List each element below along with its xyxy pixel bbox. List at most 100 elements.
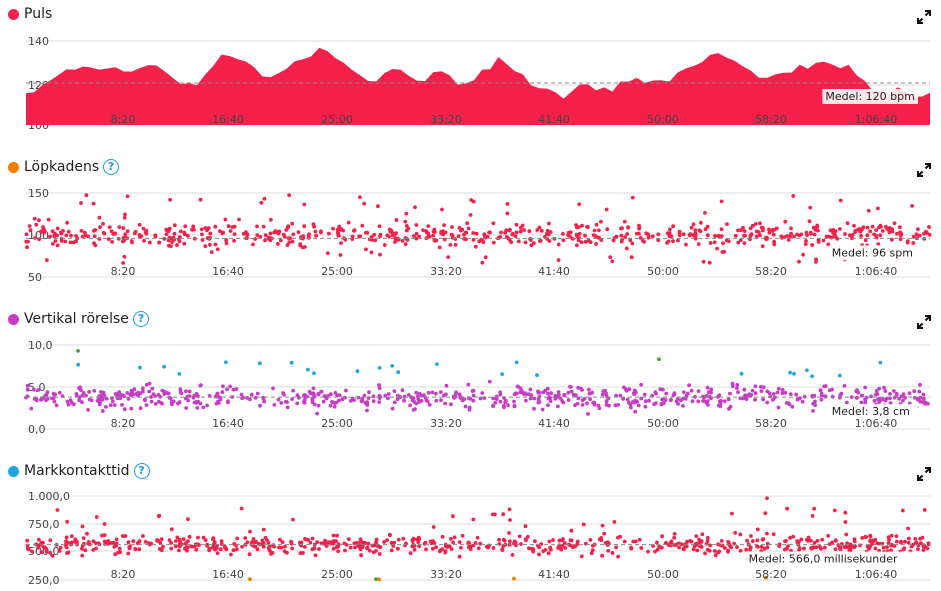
data-point <box>561 400 566 405</box>
data-point <box>536 397 541 401</box>
data-point <box>482 232 487 237</box>
data-point <box>434 391 438 396</box>
data-point <box>716 403 721 408</box>
data-point <box>706 390 711 395</box>
data-point <box>813 403 818 408</box>
data-point <box>510 231 515 236</box>
data-point <box>239 506 244 511</box>
data-point <box>208 231 213 236</box>
data-point <box>518 225 523 230</box>
data-point <box>911 235 916 239</box>
data-point <box>107 225 112 230</box>
data-point <box>443 230 448 235</box>
data-point <box>452 535 457 540</box>
data-point <box>811 225 816 230</box>
data-point <box>600 553 604 558</box>
data-point <box>334 539 338 543</box>
data-point <box>736 240 741 245</box>
data-point <box>724 238 729 243</box>
data-point <box>291 388 295 393</box>
data-point <box>414 236 419 241</box>
data-point <box>610 551 615 555</box>
data-point <box>809 538 813 543</box>
help-icon[interactable]: ? <box>133 463 150 479</box>
data-point <box>822 545 827 550</box>
data-point <box>480 391 485 395</box>
data-point <box>755 527 760 532</box>
help-icon[interactable]: ? <box>132 311 149 327</box>
data-point <box>594 222 599 227</box>
x-tick-label: 50:00 <box>647 568 679 581</box>
data-point <box>223 217 228 222</box>
data-point <box>842 384 847 388</box>
data-point <box>641 238 645 243</box>
data-point <box>123 212 127 217</box>
data-point <box>547 395 552 399</box>
data-point <box>529 238 533 242</box>
data-point <box>760 244 765 249</box>
data-point <box>92 389 97 393</box>
data-point <box>483 255 488 260</box>
data-point <box>178 544 182 549</box>
data-point <box>415 537 419 542</box>
data-point <box>524 538 528 543</box>
x-tick-label: 1:06:40 <box>855 568 897 581</box>
data-point <box>777 542 782 547</box>
data-point <box>569 538 574 543</box>
data-point <box>52 392 56 396</box>
data-point <box>243 231 248 235</box>
data-point <box>512 399 516 404</box>
data-point <box>911 542 915 547</box>
data-point <box>457 554 462 559</box>
data-point <box>224 360 228 365</box>
data-point <box>744 397 749 401</box>
data-point <box>277 545 281 550</box>
expand-icon[interactable] <box>917 163 931 177</box>
data-point <box>895 231 899 236</box>
data-point <box>864 535 868 539</box>
data-point <box>834 539 838 543</box>
data-point <box>819 397 824 402</box>
expand-icon[interactable] <box>917 467 931 481</box>
data-point <box>812 540 817 545</box>
average-label: Medel: 566,0 millisekunder <box>749 553 898 566</box>
data-point <box>68 398 73 403</box>
data-point <box>471 199 476 204</box>
data-point <box>719 539 724 543</box>
data-point <box>427 402 432 407</box>
data-point <box>54 403 59 408</box>
data-point <box>923 400 928 405</box>
data-point <box>191 395 196 400</box>
data-point <box>104 396 109 401</box>
data-point <box>866 208 871 213</box>
data-point <box>763 511 768 516</box>
data-point <box>319 229 323 234</box>
data-point <box>713 234 717 238</box>
data-point <box>331 226 335 231</box>
data-point <box>80 400 84 405</box>
data-point <box>832 233 837 238</box>
data-point <box>343 548 347 553</box>
data-point <box>728 391 732 396</box>
data-point <box>298 242 303 247</box>
data-point <box>546 551 551 556</box>
data-point <box>753 397 757 402</box>
data-point <box>317 547 321 551</box>
data-point <box>168 197 173 202</box>
data-point <box>783 219 788 224</box>
data-point <box>234 547 239 552</box>
data-point <box>569 389 574 394</box>
data-point <box>144 403 149 407</box>
data-point <box>468 544 473 549</box>
data-point <box>103 542 107 546</box>
help-icon[interactable]: ? <box>103 159 120 175</box>
data-point <box>498 399 503 404</box>
data-point <box>314 233 318 238</box>
data-point <box>237 217 241 222</box>
data-point <box>873 537 878 542</box>
data-point <box>574 223 578 227</box>
expand-icon[interactable] <box>917 315 931 329</box>
data-point <box>859 234 863 238</box>
data-point <box>653 390 658 395</box>
expand-icon[interactable] <box>917 10 931 24</box>
